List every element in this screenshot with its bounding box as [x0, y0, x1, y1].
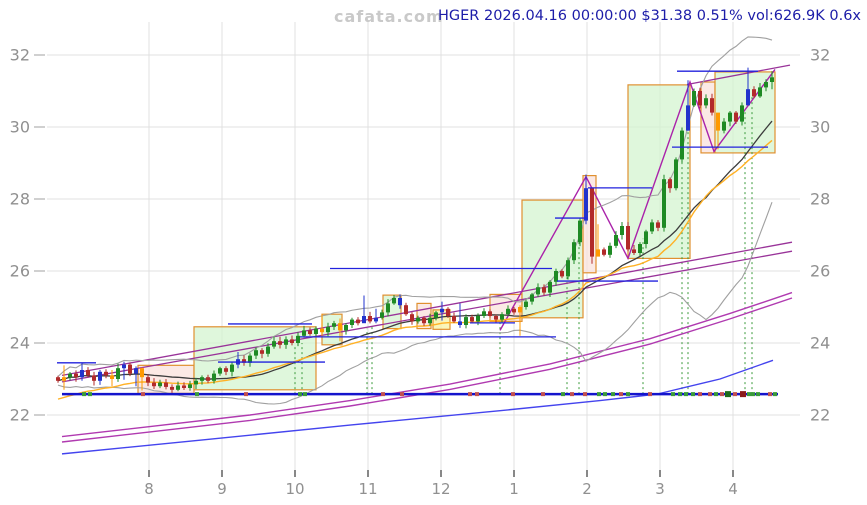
svg-text:3: 3	[655, 480, 665, 498]
svg-text:26: 26	[10, 262, 30, 281]
svg-text:4: 4	[728, 480, 738, 498]
svg-text:11: 11	[358, 480, 377, 498]
svg-text:12: 12	[431, 480, 450, 498]
svg-text:8: 8	[144, 480, 154, 498]
svg-text:22: 22	[810, 406, 830, 425]
svg-text:24: 24	[810, 334, 830, 353]
svg-text:9: 9	[217, 480, 227, 498]
svg-text:10: 10	[285, 480, 304, 498]
svg-text:30: 30	[810, 118, 830, 137]
svg-text:2: 2	[582, 480, 592, 498]
svg-text:30: 30	[10, 118, 30, 137]
svg-text:28: 28	[810, 190, 830, 209]
svg-text:24: 24	[10, 334, 30, 353]
watermark: cafata.com	[334, 7, 444, 26]
svg-text:28: 28	[10, 190, 30, 209]
svg-text:22: 22	[10, 406, 30, 425]
quote-header: HGER 2026.04.16 00:00:00 $31.38 0.51% vo…	[438, 8, 861, 24]
svg-text:32: 32	[810, 46, 830, 65]
svg-text:32: 32	[10, 46, 30, 65]
svg-text:26: 26	[810, 262, 830, 281]
svg-text:1: 1	[509, 480, 519, 498]
